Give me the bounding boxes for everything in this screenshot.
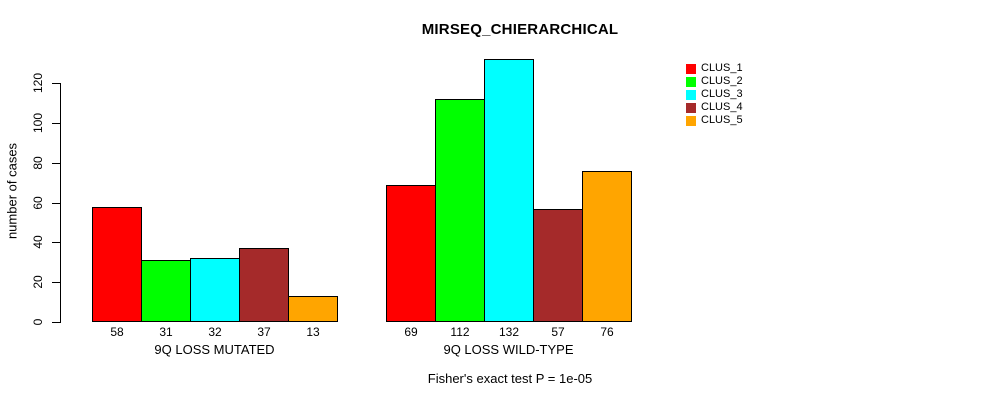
bar-value-label: 31 bbox=[159, 325, 173, 339]
y-axis-tick-label: 120 bbox=[31, 72, 45, 94]
y-axis-tick bbox=[52, 282, 60, 283]
y-axis-tick bbox=[52, 322, 60, 323]
y-axis-tick bbox=[52, 123, 60, 124]
y-axis-tick bbox=[52, 83, 60, 84]
bar-value-label: 13 bbox=[306, 325, 320, 339]
caption: Fisher's exact test P = 1e-05 bbox=[427, 371, 593, 386]
bar-clus_3-g2 bbox=[484, 59, 534, 322]
y-axis-tick-label: 0 bbox=[31, 318, 45, 326]
y-axis-line bbox=[60, 83, 61, 323]
legend-item-clus_4: CLUS_4 bbox=[686, 101, 743, 114]
legend-item-label: CLUS_1 bbox=[701, 62, 743, 74]
legend-item-label: CLUS_2 bbox=[701, 75, 743, 87]
group-label-1: 9Q LOSS MUTATED bbox=[154, 342, 275, 357]
legend-item-clus_2: CLUS_2 bbox=[686, 75, 743, 88]
bar-value-label: 58 bbox=[110, 325, 124, 339]
y-axis-tick-label: 80 bbox=[31, 156, 45, 170]
bar-clus_4-g1 bbox=[239, 248, 289, 322]
legend-swatch bbox=[686, 76, 696, 87]
bar-value-label: 69 bbox=[404, 325, 418, 339]
y-axis-tick-label: 60 bbox=[31, 196, 45, 210]
bar-clus_1-g1 bbox=[92, 207, 142, 322]
chart-title: MIRSEQ_CHIERARCHICAL bbox=[421, 21, 619, 38]
y-axis-tick bbox=[52, 242, 60, 243]
legend-item-label: CLUS_3 bbox=[701, 88, 743, 100]
bar-value-label: 76 bbox=[600, 325, 614, 339]
legend-item-clus_5: CLUS_5 bbox=[686, 114, 743, 127]
y-axis-tick bbox=[52, 203, 60, 204]
legend: CLUS_1 CLUS_2 CLUS_3 CLUS_4 CLUS_5 bbox=[686, 62, 743, 127]
bar-clus_3-g1 bbox=[190, 258, 240, 322]
y-axis-tick-label: 100 bbox=[31, 112, 45, 134]
bar-value-label: 112 bbox=[450, 325, 470, 339]
legend-item-clus_1: CLUS_1 bbox=[686, 62, 743, 75]
legend-swatch bbox=[686, 102, 696, 113]
y-axis-tick-label: 40 bbox=[31, 235, 45, 249]
bar-clus_1-g2 bbox=[386, 185, 436, 322]
bar-clus_5-g2 bbox=[582, 171, 632, 322]
group-label-2: 9Q LOSS WILD-TYPE bbox=[443, 342, 574, 357]
legend-item-label: CLUS_5 bbox=[701, 114, 743, 126]
bar-clus_4-g2 bbox=[533, 209, 583, 322]
bar-value-label: 132 bbox=[498, 325, 520, 339]
bar-value-label: 37 bbox=[257, 325, 271, 339]
legend-swatch bbox=[686, 63, 696, 74]
y-axis-tick-label: 20 bbox=[31, 275, 45, 289]
bar-clus_2-g1 bbox=[141, 260, 191, 322]
legend-item-clus_3: CLUS_3 bbox=[686, 88, 743, 101]
bar-value-label: 32 bbox=[208, 325, 222, 339]
y-axis-title: number of cases bbox=[4, 142, 20, 240]
bar-clus_2-g2 bbox=[435, 99, 485, 322]
y-axis-tick bbox=[52, 163, 60, 164]
bar-value-label: 57 bbox=[551, 325, 565, 339]
bar-clus_5-g1 bbox=[288, 296, 338, 322]
legend-item-label: CLUS_4 bbox=[701, 101, 743, 113]
legend-swatch bbox=[686, 89, 696, 100]
legend-swatch bbox=[686, 115, 696, 126]
